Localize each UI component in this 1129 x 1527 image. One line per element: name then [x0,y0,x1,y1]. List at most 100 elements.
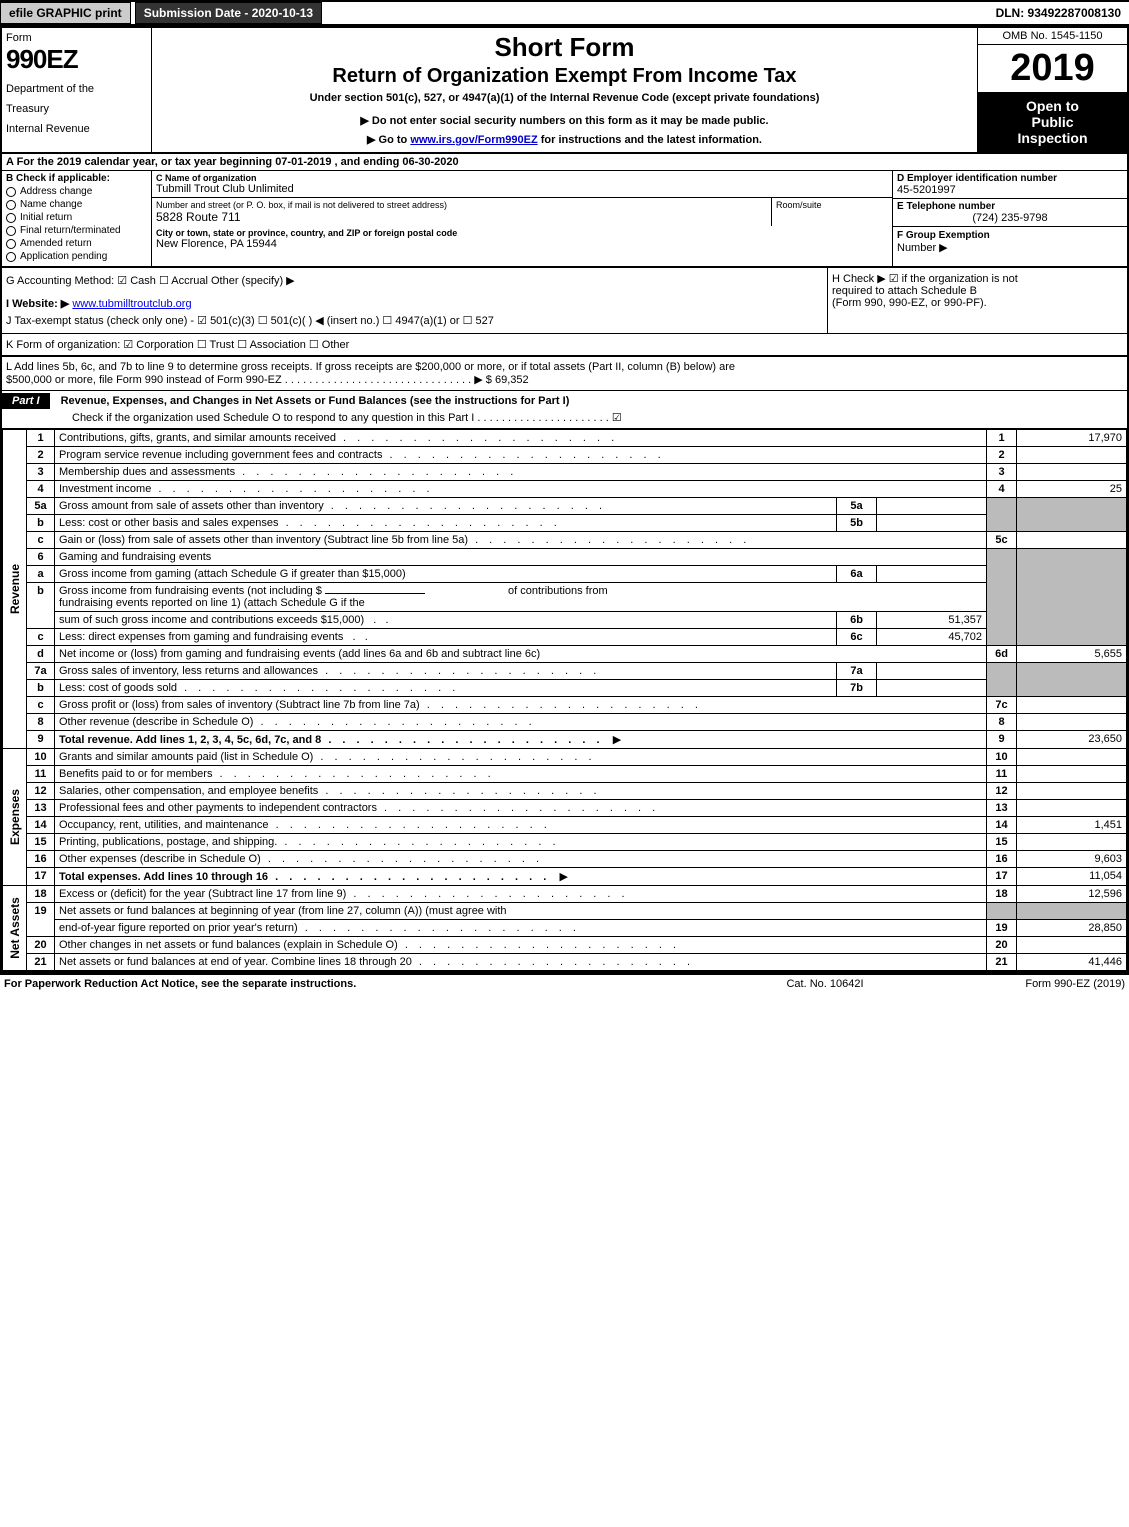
irs-link[interactable]: www.irs.gov/Form990EZ [410,134,537,146]
revenue-label: Revenue [8,564,22,614]
line-1: Revenue 1 Contributions, gifts, grants, … [3,430,1127,447]
line-text: Gross income from gaming (attach Schedul… [55,566,837,583]
dept-line-1: Department of the [6,83,147,95]
amount [1017,532,1127,549]
sub-amount [877,498,987,515]
line-text: sum of such gross income and contributio… [55,612,837,629]
line-8: 8 Other revenue (describe in Schedule O)… [3,714,1127,731]
line-num: 14 [27,817,55,834]
org-name-label: C Name of organization [156,173,888,183]
line-num: b [27,583,55,629]
sub-num: 5a [837,498,877,515]
line-num: c [27,629,55,646]
shade-cell [987,549,1017,646]
section-f: F Group Exemption Number ▶ [893,227,1127,256]
chk-address-change[interactable]: Address change [6,186,147,197]
checkbox-icon [6,187,16,197]
line-14: 14 Occupancy, rent, utilities, and maint… [3,817,1127,834]
amount: 9,603 [1017,851,1127,868]
line-12: 12 Salaries, other compensation, and emp… [3,783,1127,800]
line-3: 3 Membership dues and assessments 3 [3,464,1127,481]
row-num: 5c [987,532,1017,549]
line-text: Gross sales of inventory, less returns a… [55,663,837,680]
line-6a: a Gross income from gaming (attach Sched… [3,566,1127,583]
line-num: 9 [27,731,55,749]
line-16: 16 Other expenses (describe in Schedule … [3,851,1127,868]
arrow-icon: ▶ [613,734,621,746]
line-text: Gross profit or (loss) from sales of inv… [55,697,987,714]
h-line-2: required to attach Schedule B [832,285,1123,297]
checkbox-icon [6,226,16,236]
chk-initial-return[interactable]: Initial return [6,212,147,223]
part-1-title: Revenue, Expenses, and Changes in Net As… [61,395,570,407]
line-num: 8 [27,714,55,731]
amount [1017,447,1127,464]
line-text: Occupancy, rent, utilities, and maintena… [55,817,987,834]
checkbox-icon [6,200,16,210]
line-text: Contributions, gifts, grants, and simila… [55,430,987,447]
line-text: Gain or (loss) from sale of assets other… [55,532,987,549]
topbar: efile GRAPHIC print Submission Date - 20… [0,0,1129,26]
open-line-2: Public [980,114,1125,130]
line-num: 1 [27,430,55,447]
row-a-tax-year: A For the 2019 calendar year, or tax yea… [2,154,1127,171]
section-d: D Employer identification number 45-5201… [893,171,1127,199]
ssn-notice: ▶ Do not enter social security numbers o… [156,114,973,127]
chk-final-return[interactable]: Final return/terminated [6,225,147,236]
form-990ez: Form 990EZ Department of the Treasury In… [0,26,1129,973]
line-num: 4 [27,481,55,498]
row-num: 20 [987,937,1017,954]
line-text: Gaming and fundraising events [55,549,987,566]
amount [1017,714,1127,731]
chk-amended-return[interactable]: Amended return [6,238,147,249]
line-text: Professional fees and other payments to … [55,800,987,817]
phone-label: E Telephone number [897,201,1123,212]
chk-name-change[interactable]: Name change [6,199,147,210]
row-num: 2 [987,447,1017,464]
dept-line-2: Treasury [6,103,147,115]
sub-num: 6c [837,629,877,646]
open-public-inspection: Open to Public Inspection [978,92,1127,152]
street-value: 5828 Route 711 [156,210,767,224]
section-g: G Accounting Method: ☑ Cash ☐ Accrual Ot… [2,268,827,333]
chk-label: Application pending [20,251,107,262]
line-text: Other revenue (describe in Schedule O) [55,714,987,731]
sub-num: 6a [837,566,877,583]
line-13: 13 Professional fees and other payments … [3,800,1127,817]
line-num: 17 [27,868,55,886]
street-cell: Number and street (or P. O. box, if mail… [152,198,772,226]
line-6d: d Net income or (loss) from gaming and f… [3,646,1127,663]
room-cell: Room/suite [772,198,892,226]
row-num: 14 [987,817,1017,834]
goto-pre: ▶ Go to [367,134,410,146]
line-18: Net Assets 18 Excess or (deficit) for th… [3,886,1127,903]
line-20: 20 Other changes in net assets or fund b… [3,937,1127,954]
line-num: 7a [27,663,55,680]
return-title: Return of Organization Exempt From Incom… [156,65,973,88]
chk-label: Final return/terminated [20,225,121,236]
amount: 1,451 [1017,817,1127,834]
amount [1017,834,1127,851]
line-text: end-of-year figure reported on prior yea… [55,920,987,937]
line-6b: b Gross income from fundraising events (… [3,583,1127,612]
amount [1017,783,1127,800]
form-label: Form [6,32,147,44]
row-num: 12 [987,783,1017,800]
line-7b: b Less: cost of goods sold 7b [3,680,1127,697]
row-g-h: G Accounting Method: ☑ Cash ☐ Accrual Ot… [2,268,1127,334]
chk-application-pending[interactable]: Application pending [6,251,147,262]
row-num: 15 [987,834,1017,851]
submission-date-button[interactable]: Submission Date - 2020-10-13 [135,2,322,24]
sub-amount: 45,702 [877,629,987,646]
row-num: 18 [987,886,1017,903]
l-line-2: $500,000 or more, file Form 990 instead … [6,373,1123,386]
efile-print-button[interactable]: efile GRAPHIC print [0,2,131,24]
netassets-label: Net Assets [8,897,22,959]
city-cell: City or town, state or province, country… [152,226,892,252]
row-num: 3 [987,464,1017,481]
checkbox-icon [6,252,16,262]
website-link[interactable]: www.tubmilltroutclub.org [72,298,191,310]
checkbox-icon [6,239,16,249]
sub-num: 6b [837,612,877,629]
form-number: 990EZ [6,44,147,75]
